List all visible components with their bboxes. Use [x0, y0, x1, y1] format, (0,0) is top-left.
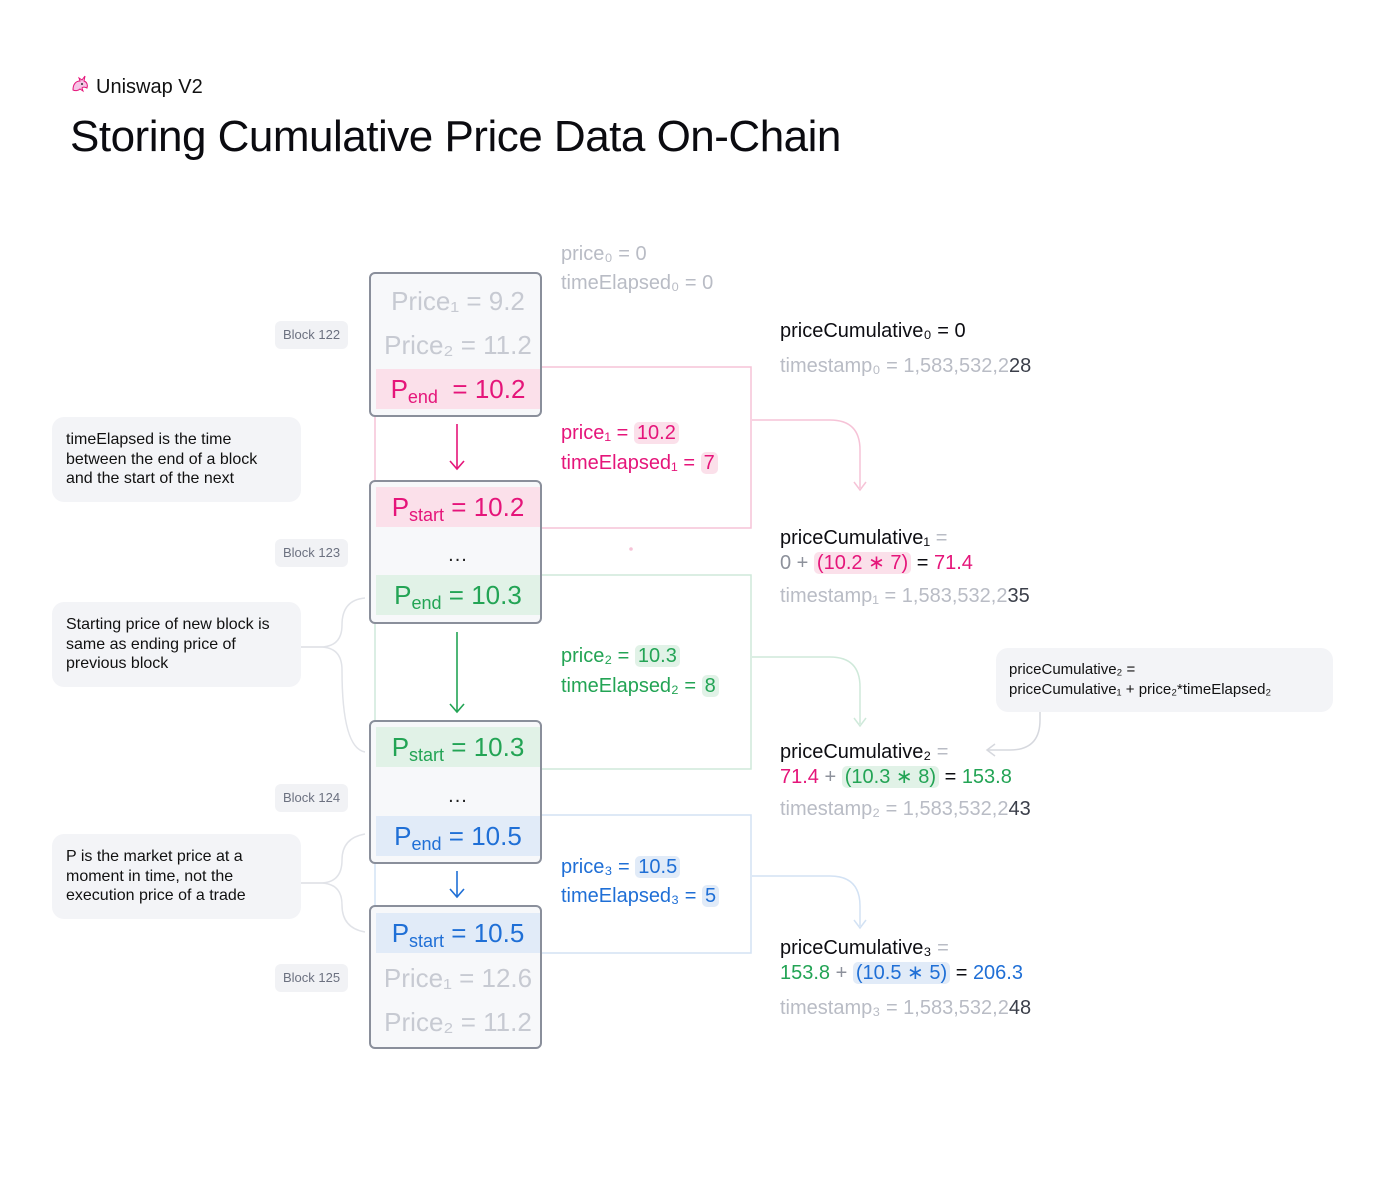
decorative-dot: [629, 547, 633, 551]
cumulative-1-formula: 0 + (10.2 ∗ 7) = 71.4: [780, 552, 973, 574]
arrow-curve-blue-icon: [752, 875, 867, 930]
note-time-elapsed: timeElapsed is the time between the end …: [52, 417, 301, 502]
block-125: Pstart = 10.5 Price₁ = 12.6 Price₂ = 11.…: [369, 905, 542, 1049]
block-123-pend: Pend = 10.3: [376, 575, 540, 615]
arrow-from-formula-icon: [985, 712, 1041, 757]
brand-name: Uniswap V2: [96, 75, 203, 98]
interval-2-price: price₂ = 10.3: [561, 645, 680, 668]
block-label-124: Block 124: [275, 784, 349, 812]
block-125-pstart: Pstart = 10.5: [376, 913, 540, 953]
block-125-price2: Price₂ = 11.2: [384, 1007, 532, 1037]
note-starting-price: Starting price of new block is same as e…: [52, 602, 301, 687]
arrow-down-blue-icon: [449, 871, 465, 899]
cumulative-0-timestamp: timestamp₀ = 1,583,532,228: [780, 355, 1032, 377]
arrow-curve-pink-icon: [752, 419, 867, 492]
interval-1-bracket: [540, 366, 752, 529]
interval-1-price: price₁ = 10.2: [561, 422, 679, 445]
cumulative-1-timestamp: timestamp₁ = 1,583,532,235: [780, 585, 1030, 607]
arrow-curve-green-icon: [752, 656, 867, 728]
cumulative-2-label: priceCumulative₂ =: [780, 741, 949, 763]
arrow-down-pink-icon: [449, 424, 465, 471]
cumulative-3-timestamp: timestamp₃ = 1,583,532,248: [780, 997, 1032, 1019]
formula-line-1: priceCumulative₂ =: [1009, 661, 1136, 678]
arrow-down-green-icon: [449, 632, 465, 714]
block-label-125: Block 125: [275, 964, 349, 992]
note-market-price: P is the market price at a moment in tim…: [52, 834, 301, 919]
block-125-price1: Price₁ = 12.6: [383, 963, 533, 993]
page-title: Storing Cumulative Price Data On-Chain: [70, 112, 841, 161]
initial-time-elapsed: timeElapsed₀ = 0: [561, 272, 714, 294]
block-123: Pstart = 10.2 ... Pend = 10.3: [369, 480, 542, 624]
note-3-branch: [300, 833, 366, 933]
block-122-price1: Price₁ = 9.2: [391, 286, 525, 316]
unicorn-icon: [70, 74, 90, 100]
interval-3-time: timeElapsed₃ = 5: [561, 885, 720, 908]
block-label-123: Block 123: [275, 539, 349, 567]
cumulative-1-label: priceCumulative₁ =: [780, 527, 948, 549]
cumulative-3-label: priceCumulative₃ =: [780, 937, 949, 959]
cumulative-2-timestamp: timestamp₂ = 1,583,532,243: [780, 798, 1031, 820]
cumulative-2-formula: 71.4 + (10.3 ∗ 8) = 153.8: [780, 766, 1012, 788]
block-124: Pstart = 10.3 ... Pend = 10.5: [369, 720, 542, 864]
cumulative-0-label: priceCumulative₀ = 0: [780, 320, 966, 342]
interval-3-price: price₃ = 10.5: [561, 856, 681, 879]
interval-2-time: timeElapsed₂ = 8: [561, 675, 719, 698]
brand: Uniswap V2: [70, 74, 203, 100]
note-2-branch: [300, 597, 366, 753]
interval-3-bracket: [540, 814, 752, 954]
block-label-122: Block 122: [275, 321, 349, 349]
interval-2-bracket: [540, 574, 752, 770]
block-123-pstart: Pstart = 10.2: [376, 487, 540, 527]
interval-1-time: timeElapsed₁ = 7: [561, 452, 718, 475]
formula-line-2: priceCumulative₁ + price₂*timeElapsed₂: [1009, 681, 1272, 698]
block-123-ellipsis: ...: [448, 544, 468, 566]
block-122: Price₁ = 9.2 Price₂ = 11.2 Pend = 10.2: [369, 272, 542, 417]
block-122-pend: Pend = 10.2: [376, 369, 540, 409]
initial-price: price₀ = 0: [561, 243, 647, 265]
block-124-pend: Pend = 10.5: [376, 816, 540, 856]
block-124-ellipsis: ...: [448, 785, 468, 807]
block-122-price2: Price₂ = 11.2: [384, 330, 532, 360]
cumulative-3-formula: 153.8 + (10.5 ∗ 5) = 206.3: [780, 962, 1023, 984]
note-formula: priceCumulative₂ = priceCumulative₁ + pr…: [996, 648, 1333, 712]
block-124-pstart: Pstart = 10.3: [376, 727, 540, 767]
